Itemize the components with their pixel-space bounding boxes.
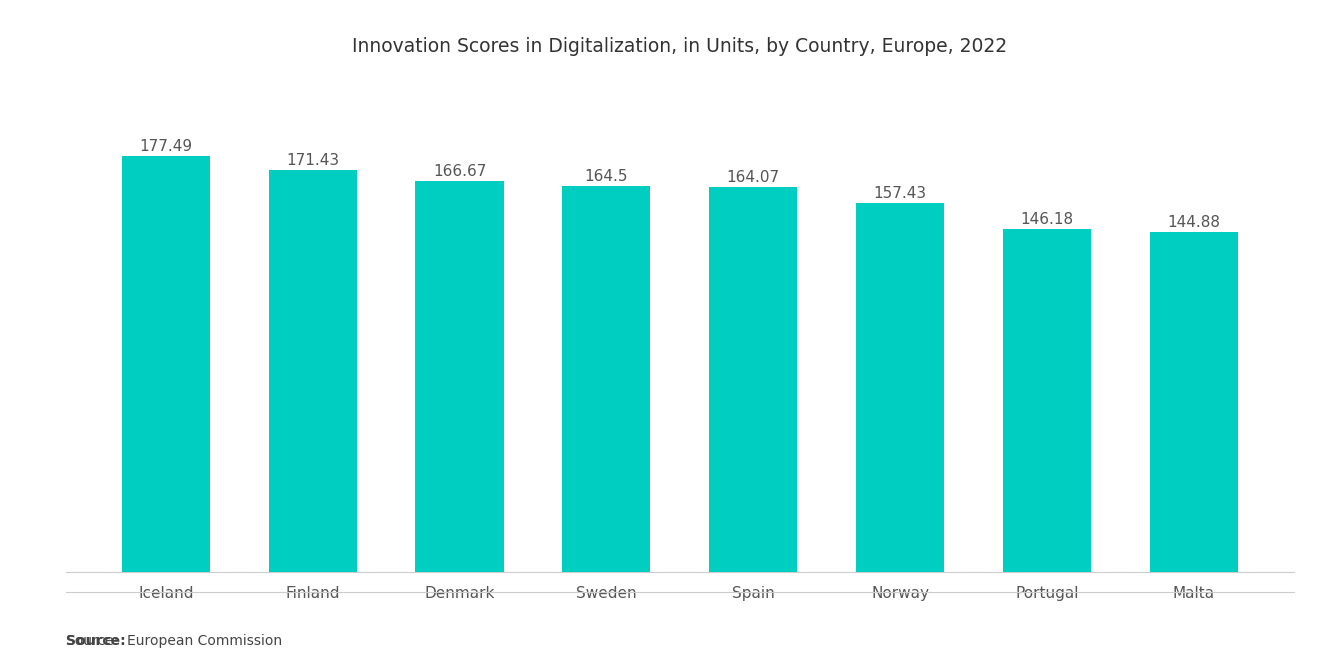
Text: 177.49: 177.49 bbox=[140, 138, 193, 154]
Bar bbox=[416, 182, 504, 572]
Text: 144.88: 144.88 bbox=[1167, 215, 1220, 230]
Text: 164.07: 164.07 bbox=[726, 170, 780, 185]
Text: 166.67: 166.67 bbox=[433, 164, 486, 179]
Text: 171.43: 171.43 bbox=[286, 153, 339, 168]
Text: Source:: Source: bbox=[66, 634, 125, 648]
Bar bbox=[855, 203, 944, 572]
Text: 164.5: 164.5 bbox=[585, 169, 628, 184]
Text: Source:  European Commission: Source: European Commission bbox=[66, 634, 282, 648]
Bar bbox=[1003, 229, 1090, 572]
Bar bbox=[709, 188, 797, 572]
Bar bbox=[121, 156, 210, 572]
Bar bbox=[269, 170, 356, 572]
Title: Innovation Scores in Digitalization, in Units, by Country, Europe, 2022: Innovation Scores in Digitalization, in … bbox=[352, 37, 1007, 56]
Text: 146.18: 146.18 bbox=[1020, 212, 1073, 227]
Text: 157.43: 157.43 bbox=[874, 186, 927, 201]
Bar bbox=[1150, 232, 1238, 572]
Bar bbox=[562, 186, 651, 572]
